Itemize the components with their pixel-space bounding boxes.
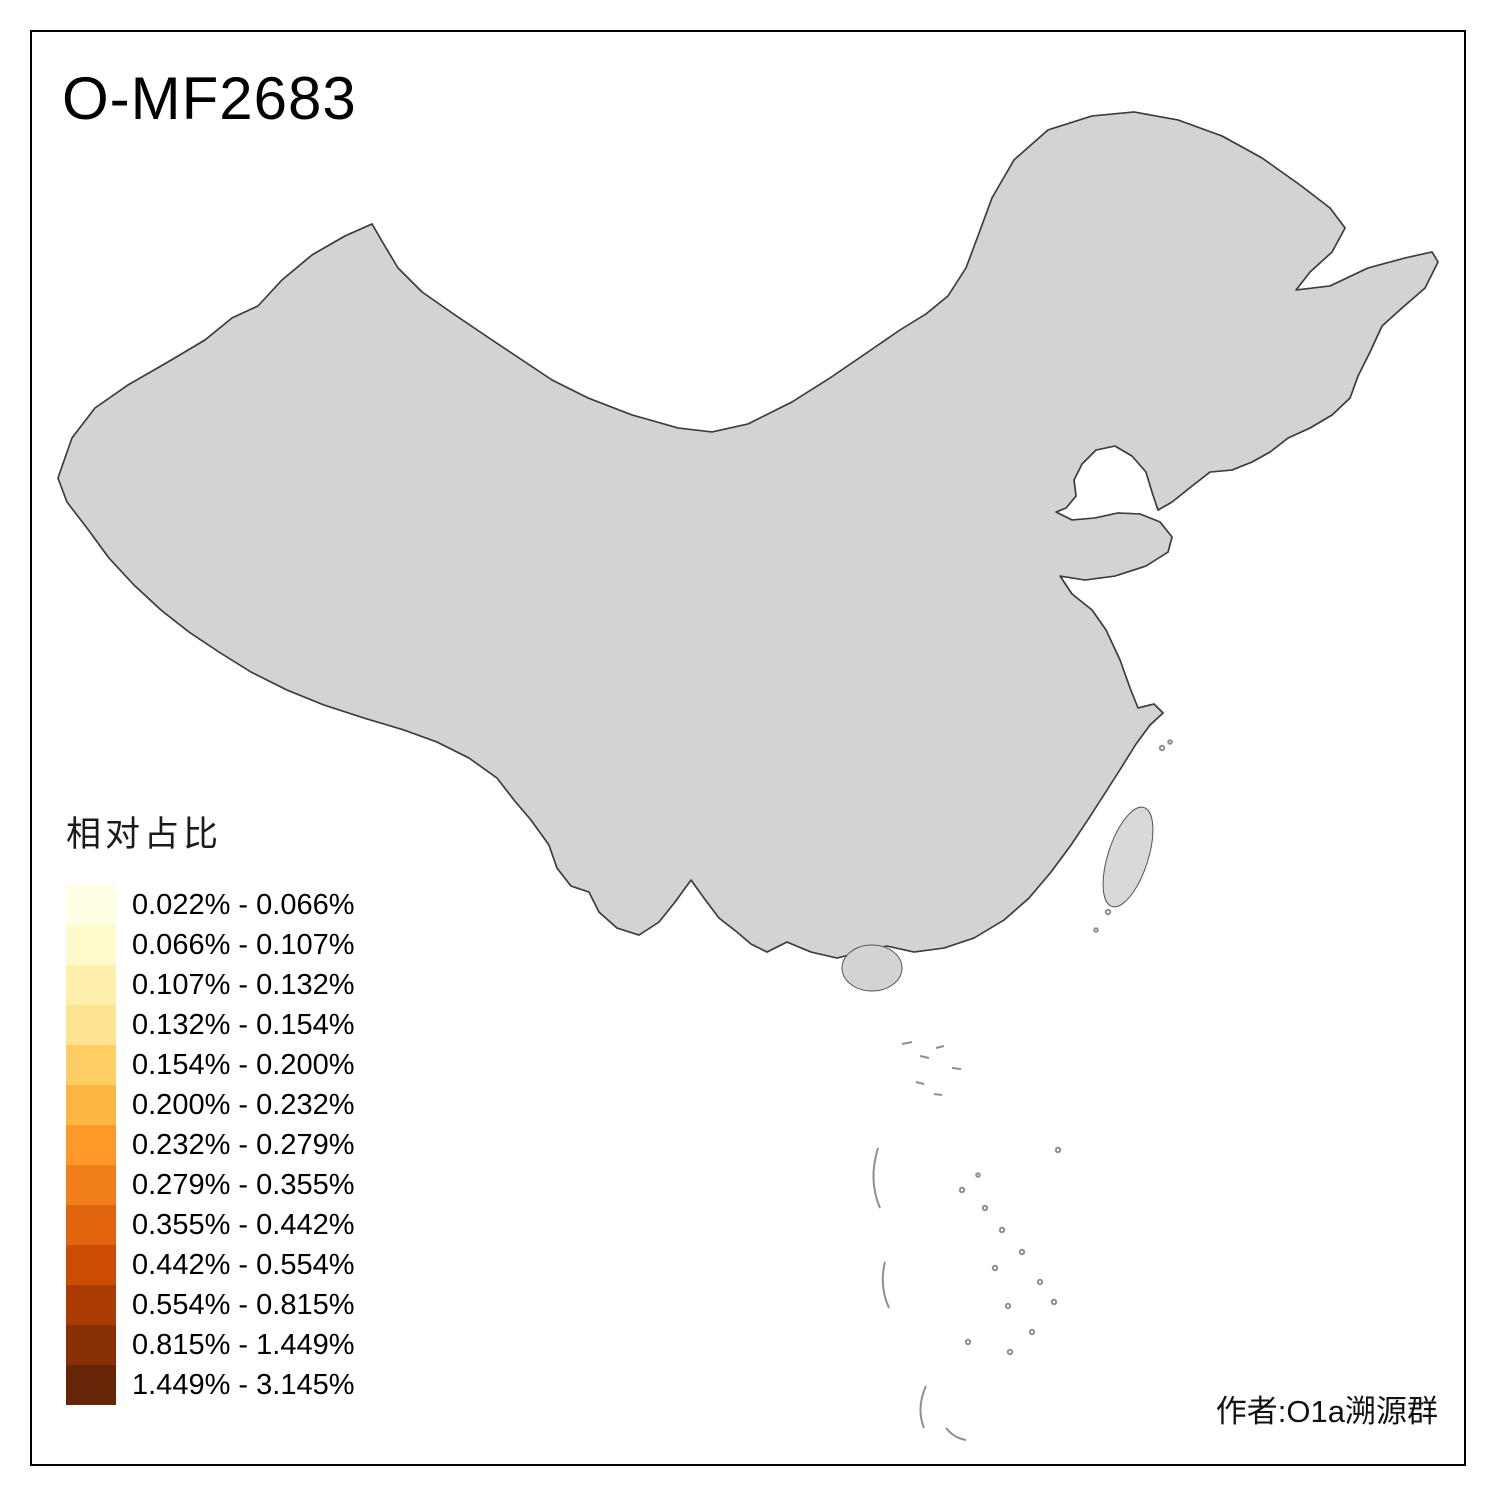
legend-row-8: 0.355% - 0.442% xyxy=(66,1205,354,1245)
legend-row-6: 0.232% - 0.279% xyxy=(66,1125,354,1165)
legend-label: 0.022% - 0.066% xyxy=(132,888,355,921)
legend-swatch xyxy=(66,1365,116,1405)
legend-swatch xyxy=(66,885,116,925)
legend-title: 相对占比 xyxy=(66,815,223,854)
legend: 相对占比 0.022% - 0.066% 0.066% - 0.107% 0.107… xyxy=(66,806,354,1405)
legend-label: 0.279% - 0.355% xyxy=(132,1168,355,1201)
legend-swatch xyxy=(66,925,116,965)
legend-swatch xyxy=(66,1165,116,1205)
legend-swatch xyxy=(66,1125,116,1165)
author-credit: 作者:O1a溯源群 xyxy=(1215,1394,1438,1429)
legend-swatch xyxy=(66,1285,116,1325)
legend-label: 0.232% - 0.279% xyxy=(132,1128,355,1161)
legend-swatch xyxy=(66,1245,116,1285)
legend-row-5: 0.200% - 0.232% xyxy=(66,1085,354,1125)
legend-label: 0.107% - 0.132% xyxy=(132,968,355,1001)
legend-row-9: 0.442% - 0.554% xyxy=(66,1245,354,1285)
legend-row-12: 1.449% - 3.145% xyxy=(66,1365,354,1405)
legend-label: 0.066% - 0.107% xyxy=(132,928,355,961)
legend-swatch xyxy=(66,1045,116,1085)
legend-label: 0.554% - 0.815% xyxy=(132,1288,355,1321)
south-china-sea-islands xyxy=(872,739,1173,1441)
legend-swatch xyxy=(66,1325,116,1365)
chart-title: O-MF2683 xyxy=(62,65,357,132)
legend-row-10: 0.554% - 0.815% xyxy=(66,1285,354,1325)
legend-row-11: 0.815% - 1.449% xyxy=(66,1325,354,1365)
legend-row-0: 0.022% - 0.066% xyxy=(66,885,354,925)
hainan-island xyxy=(841,944,903,992)
legend-label: 0.200% - 0.232% xyxy=(132,1088,355,1121)
legend-swatch xyxy=(66,1085,116,1125)
legend-row-4: 0.154% - 0.200% xyxy=(66,1045,354,1085)
legend-rows: 0.022% - 0.066% 0.066% - 0.107% 0.107% - 0… xyxy=(66,885,354,1405)
legend-swatch xyxy=(66,1205,116,1245)
legend-row-2: 0.107% - 0.132% xyxy=(66,965,354,1005)
legend-label: 0.815% - 1.449% xyxy=(132,1328,355,1361)
legend-swatch xyxy=(66,1005,116,1045)
legend-row-1: 0.066% - 0.107% xyxy=(66,925,354,965)
legend-label: 1.449% - 3.145% xyxy=(132,1368,355,1401)
legend-row-3: 0.132% - 0.154% xyxy=(66,1005,354,1045)
taiwan-island xyxy=(1102,806,1154,908)
legend-label: 0.355% - 0.442% xyxy=(132,1208,355,1241)
legend-swatch xyxy=(66,965,116,1005)
legend-label: 0.442% - 0.554% xyxy=(132,1248,355,1281)
legend-label: 0.132% - 0.154% xyxy=(132,1008,355,1041)
legend-row-7: 0.279% - 0.355% xyxy=(66,1165,354,1205)
legend-label: 0.154% - 0.200% xyxy=(132,1048,355,1081)
